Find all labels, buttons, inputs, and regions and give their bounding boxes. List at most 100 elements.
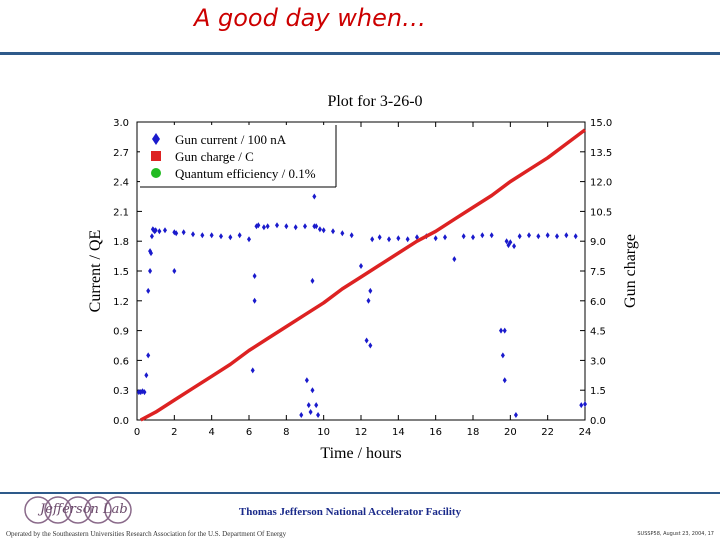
chart-title: Plot for 3-26-0 — [327, 93, 422, 110]
data-point-gun-current — [480, 232, 485, 239]
y-tick-label-left: 0.9 — [113, 327, 129, 338]
data-point-gun-current — [471, 234, 475, 241]
data-point-gun-current — [250, 367, 255, 374]
data-point-gun-current — [312, 193, 317, 200]
data-point-gun-current — [504, 238, 509, 245]
data-point-gun-current — [252, 272, 257, 279]
data-point-gun-current — [316, 412, 321, 419]
data-point-gun-current — [368, 287, 373, 294]
y-tick-label-right: 4.5 — [590, 327, 606, 338]
data-point-gun-current — [517, 233, 522, 240]
data-point-gun-current — [364, 337, 369, 344]
data-point-gun-current — [513, 412, 518, 419]
data-point-gun-current — [306, 402, 311, 409]
data-point-gun-current — [489, 232, 494, 239]
data-point-gun-current — [433, 235, 438, 242]
data-point-gun-current — [370, 236, 375, 243]
legend-marker-circle — [151, 168, 161, 178]
data-point-gun-current — [256, 222, 261, 229]
slide-title: A good day when… — [193, 4, 427, 32]
data-point-gun-current — [304, 377, 309, 384]
data-point-gun-current — [317, 226, 322, 233]
data-point-gun-current — [157, 228, 162, 235]
data-point-gun-current — [146, 287, 151, 294]
jefferson-lab-logo — [24, 496, 132, 524]
data-point-gun-current — [583, 401, 587, 408]
data-point-gun-current — [299, 412, 304, 419]
data-point-gun-current — [191, 231, 195, 238]
data-point-gun-current — [331, 228, 335, 235]
data-point-gun-current — [321, 227, 326, 234]
facility-name: Thomas Jefferson National Accelerator Fa… — [238, 506, 462, 518]
data-point-gun-current — [377, 234, 382, 241]
data-point-gun-current — [314, 223, 319, 230]
data-point-gun-current — [265, 223, 270, 230]
data-point-gun-current — [181, 229, 186, 236]
data-point-gun-current — [310, 387, 315, 394]
y-tick-label-left: 2.7 — [113, 148, 129, 159]
y-tick-label-left: 2.4 — [113, 178, 129, 189]
data-point-gun-current — [508, 239, 513, 246]
y-tick-label-left: 0.0 — [113, 416, 129, 427]
data-point-gun-current — [200, 232, 205, 239]
data-point-gun-current — [172, 268, 177, 274]
legend-label: Quantum efficiency / 0.1% — [175, 166, 316, 181]
legend-marker-diamond — [152, 133, 160, 145]
y-axis-label-right: Gun charge — [622, 234, 639, 308]
x-tick-label: 10 — [317, 427, 330, 438]
data-point-gun-current — [452, 256, 457, 263]
y-axis-label-left: Current / QE — [87, 230, 104, 313]
chart: Plot for 3-26-00 2 4 6 8 10 12 14 16 18 20 22 240.00… — [87, 93, 639, 462]
y-tick-label-right: 0.0 — [590, 416, 606, 427]
y-tick-label-right: 3.0 — [590, 356, 606, 367]
data-point-gun-current — [366, 297, 371, 304]
x-axis-label: Time / hours — [320, 445, 401, 462]
y-tick-label-left: 1.5 — [113, 267, 129, 278]
y-tick-label-right: 6.0 — [590, 297, 606, 308]
y-tick-label-right: 9.0 — [590, 237, 606, 248]
y-tick-label-left: 1.2 — [113, 297, 129, 308]
data-point-gun-current — [261, 224, 266, 231]
data-point-gun-current — [209, 232, 214, 239]
series-line-gun-charge — [139, 128, 587, 422]
x-tick-label: 4 — [208, 427, 214, 438]
footer-divider — [0, 492, 720, 494]
data-point-gun-current — [502, 377, 507, 384]
data-point-gun-current — [149, 233, 154, 240]
legend-label: Gun charge / C — [175, 149, 254, 164]
data-point-gun-current — [314, 402, 319, 409]
y-tick-label-right: 15.0 — [590, 118, 612, 129]
data-point-gun-current — [545, 232, 550, 239]
y-tick-label-left: 0.3 — [113, 386, 129, 397]
x-tick-label: 8 — [283, 427, 289, 438]
y-tick-label-left: 1.8 — [113, 237, 129, 248]
x-tick-label: 16 — [429, 427, 442, 438]
logo-text: Jefferson Lab — [40, 502, 128, 517]
data-point-gun-current — [396, 235, 401, 242]
data-point-gun-current — [387, 236, 391, 243]
data-point-gun-current — [579, 402, 584, 409]
slide-reference: SUSSP58, August 23, 2004, 17 — [637, 531, 714, 537]
title-divider — [0, 52, 720, 55]
legend-marker-square — [151, 151, 161, 161]
x-tick-label: 20 — [504, 427, 517, 438]
data-point-gun-current — [349, 232, 354, 239]
data-point-gun-current — [153, 227, 158, 234]
y-tick-label-left: 3.0 — [113, 118, 129, 129]
y-tick-label-left: 0.6 — [113, 356, 129, 367]
data-point-gun-current — [293, 224, 298, 231]
data-point-gun-current — [144, 372, 149, 379]
legend-box — [140, 125, 336, 187]
y-tick-label-right: 10.5 — [590, 207, 612, 218]
x-tick-label: 18 — [467, 427, 480, 438]
legend-label: Gun current / 100 nA — [175, 132, 287, 147]
data-point-gun-current — [174, 230, 179, 237]
x-tick-label: 0 — [134, 427, 140, 438]
x-tick-label: 2 — [171, 427, 177, 438]
data-point-gun-current — [500, 352, 505, 359]
data-point-gun-current — [555, 233, 559, 240]
y-tick-label-right: 13.5 — [590, 148, 612, 159]
data-point-gun-current — [308, 409, 313, 416]
data-point-gun-current — [499, 327, 503, 334]
data-point-gun-current — [512, 243, 517, 250]
